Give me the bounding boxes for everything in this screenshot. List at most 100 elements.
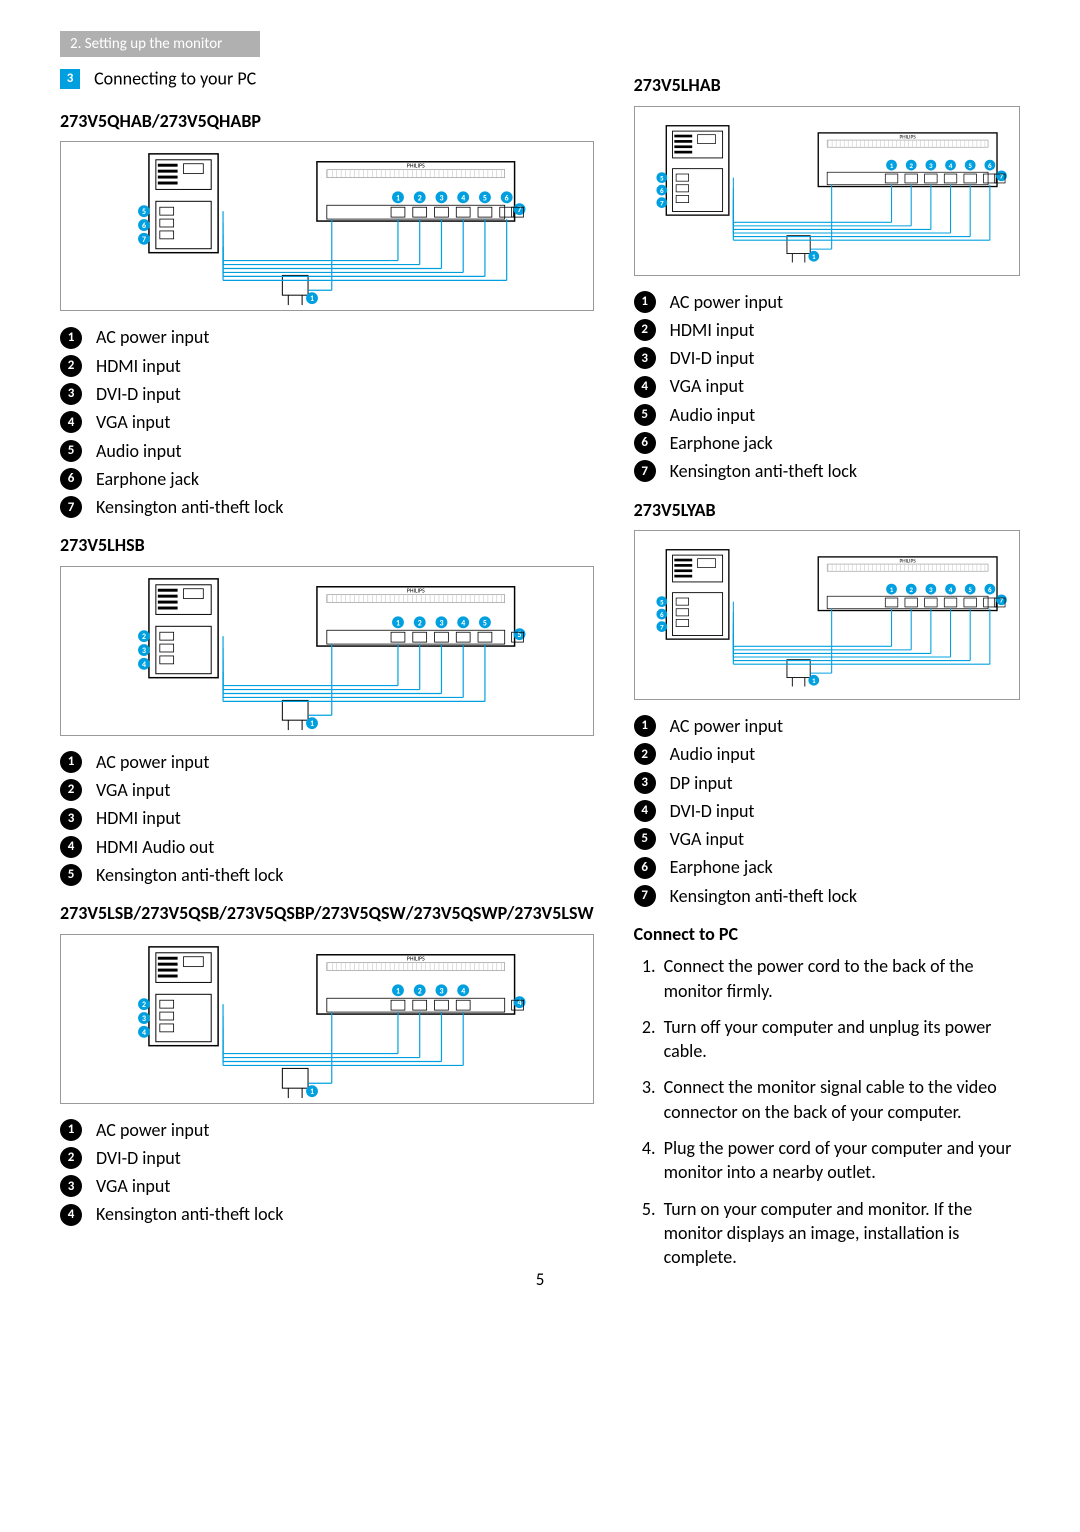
svg-text:PHILIPS: PHILIPS bbox=[407, 162, 425, 170]
svg-text:6: 6 bbox=[660, 610, 664, 619]
legend-bullet: 3 bbox=[60, 1175, 82, 1197]
legend-item: 6Earphone jack bbox=[60, 467, 594, 491]
svg-text:1: 1 bbox=[889, 585, 893, 594]
section-heading: 3 Connecting to your PC bbox=[60, 65, 594, 91]
svg-text:5: 5 bbox=[483, 618, 487, 628]
legend-label: AC power input bbox=[96, 325, 209, 349]
model-e-diagram: PHILIPS56711234567 bbox=[634, 530, 1020, 700]
legend-bullet: 4 bbox=[634, 376, 656, 398]
legend-label: HDMI input bbox=[670, 318, 755, 342]
legend-bullet: 5 bbox=[60, 864, 82, 886]
legend-label: HDMI input bbox=[96, 354, 181, 378]
legend-label: DVI-D input bbox=[670, 346, 755, 370]
model-d-legend: 1AC power input2HDMI input3DVI-D input4V… bbox=[634, 290, 1020, 484]
svg-text:2: 2 bbox=[418, 194, 422, 204]
svg-text:3: 3 bbox=[439, 618, 443, 628]
connect-steps: Connect the power cord to the back of th… bbox=[634, 954, 1020, 1269]
legend-bullet: 6 bbox=[634, 857, 656, 879]
legend-item: 4DVI-D input bbox=[634, 799, 1020, 823]
svg-text:1: 1 bbox=[812, 676, 816, 685]
svg-text:7: 7 bbox=[518, 206, 522, 216]
legend-label: AC power input bbox=[96, 750, 209, 774]
model-c-diagram: PHILIPS234112344 bbox=[60, 934, 594, 1104]
svg-text:2: 2 bbox=[418, 986, 422, 996]
legend-label: VGA input bbox=[96, 410, 170, 434]
legend-label: Audio input bbox=[96, 439, 182, 463]
legend-label: VGA input bbox=[96, 778, 170, 802]
svg-text:4: 4 bbox=[461, 194, 465, 204]
model-d-diagram: PHILIPS56711234567 bbox=[634, 106, 1020, 276]
legend-label: AC power input bbox=[96, 1118, 209, 1142]
legend-item: 2DVI-D input bbox=[60, 1146, 594, 1170]
left-column: 3 Connecting to your PC 273V5QHAB/273V5Q… bbox=[60, 65, 594, 1281]
svg-text:1: 1 bbox=[310, 294, 314, 304]
legend-bullet: 4 bbox=[634, 800, 656, 822]
svg-text:2: 2 bbox=[142, 632, 146, 642]
legend-item: 4Kensington anti-theft lock bbox=[60, 1202, 594, 1226]
legend-bullet: 5 bbox=[634, 404, 656, 426]
legend-item: 7 Kensington anti-theft lock bbox=[60, 495, 594, 519]
model-b-diagram: PHILIPS2341123455 bbox=[60, 566, 594, 736]
legend-item: 3DVI-D input bbox=[634, 346, 1020, 370]
svg-text:1: 1 bbox=[812, 251, 816, 260]
legend-item: 1AC power input bbox=[60, 325, 594, 349]
step-5: Turn on your computer and monitor. If th… bbox=[660, 1197, 1020, 1270]
svg-text:6: 6 bbox=[142, 221, 146, 231]
svg-text:7: 7 bbox=[999, 595, 1003, 604]
legend-label: Kensington anti-theft lock bbox=[670, 459, 857, 483]
legend-item: 5 Audio input bbox=[60, 439, 594, 463]
legend-bullet: 7 bbox=[60, 496, 82, 518]
svg-text:1: 1 bbox=[396, 618, 400, 628]
legend-bullet: 1 bbox=[634, 715, 656, 737]
step-4: Plug the power cord of your computer and… bbox=[660, 1136, 1020, 1185]
legend-item: 3DVI-D input bbox=[60, 382, 594, 406]
svg-text:7: 7 bbox=[142, 235, 146, 245]
right-column: 273V5LHAB PHILIPS56711234567 1AC power i… bbox=[634, 65, 1020, 1281]
legend-label: Audio input bbox=[670, 742, 756, 766]
legend-label: Audio input bbox=[670, 403, 756, 427]
legend-item: 5VGA input bbox=[634, 827, 1020, 851]
step-2: Turn off your computer and unplug its po… bbox=[660, 1015, 1020, 1064]
page-number: 5 bbox=[536, 1269, 545, 1292]
legend-label: Earphone jack bbox=[670, 431, 773, 455]
legend-bullet: 7 bbox=[634, 460, 656, 482]
legend-label: AC power input bbox=[670, 714, 783, 738]
model-a-diagram: PHILIPS56711234567 bbox=[60, 141, 594, 311]
legend-bullet: 5 bbox=[60, 440, 82, 462]
svg-text:2: 2 bbox=[909, 160, 913, 169]
section-number-badge: 3 bbox=[60, 69, 80, 89]
step-1: Connect the power cord to the back of th… bbox=[660, 954, 1020, 1003]
svg-text:4: 4 bbox=[518, 998, 522, 1008]
legend-item: 4HDMI Audio out bbox=[60, 835, 594, 859]
model-a-name: 273V5QHAB/273V5QHABP bbox=[60, 109, 594, 133]
legend-item: 1AC power input bbox=[60, 750, 594, 774]
legend-label: VGA input bbox=[96, 1174, 170, 1198]
legend-label: HDMI input bbox=[96, 806, 181, 830]
legend-item: 3 HDMI input bbox=[60, 806, 594, 830]
step-3: Connect the monitor signal cable to the … bbox=[660, 1075, 1020, 1124]
legend-bullet: 3 bbox=[60, 808, 82, 830]
svg-text:4: 4 bbox=[142, 660, 146, 670]
svg-text:4: 4 bbox=[948, 160, 952, 169]
svg-text:1: 1 bbox=[889, 160, 893, 169]
legend-bullet: 2 bbox=[60, 1147, 82, 1169]
legend-item: 2HDMI input bbox=[634, 318, 1020, 342]
svg-text:7: 7 bbox=[660, 622, 664, 631]
model-c-name: 273V5LSB/273V5QSB/273V5QSBP/273V5QSW/273… bbox=[60, 901, 594, 925]
svg-text:5: 5 bbox=[660, 173, 664, 182]
legend-bullet: 7 bbox=[634, 885, 656, 907]
model-b-name: 273V5LHSB bbox=[60, 533, 594, 557]
breadcrumb: 2. Setting up the monitor bbox=[60, 31, 260, 57]
svg-text:4: 4 bbox=[948, 585, 952, 594]
legend-bullet: 6 bbox=[60, 468, 82, 490]
svg-text:1: 1 bbox=[310, 719, 314, 729]
svg-text:5: 5 bbox=[968, 585, 972, 594]
svg-text:5: 5 bbox=[518, 630, 522, 640]
legend-label: Kensington anti-theft lock bbox=[96, 495, 283, 519]
legend-item: 3DP input bbox=[634, 771, 1020, 795]
legend-bullet: 2 bbox=[60, 779, 82, 801]
legend-label: VGA input bbox=[670, 827, 744, 851]
svg-text:5: 5 bbox=[142, 208, 146, 218]
svg-text:3: 3 bbox=[929, 585, 933, 594]
svg-text:3: 3 bbox=[142, 1014, 146, 1024]
